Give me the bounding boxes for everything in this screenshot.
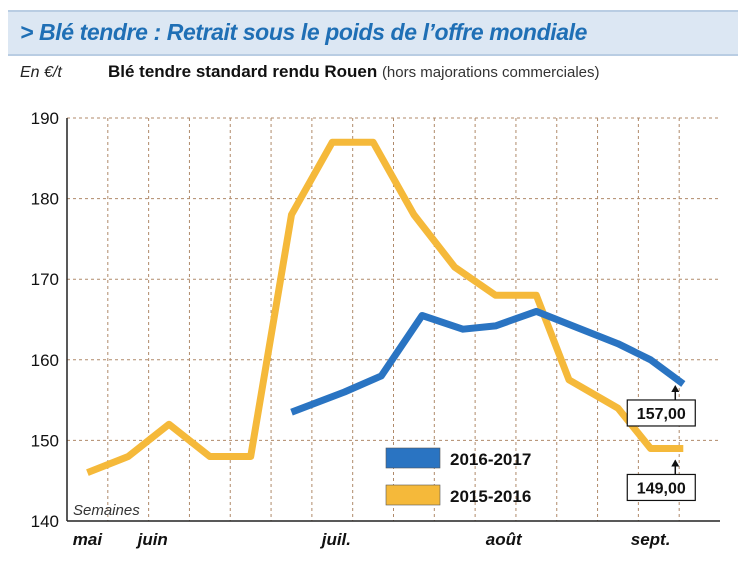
chart-subtitle: Blé tendre standard rendu Rouen (hors ma… — [108, 62, 600, 82]
y-tick-label: 140 — [31, 512, 59, 531]
callout-value: 157,00 — [637, 406, 686, 423]
x-month-label: mai — [73, 530, 104, 549]
y-tick-label: 150 — [31, 431, 59, 450]
series-line — [86, 138, 684, 476]
x-month-label: sept. — [631, 530, 671, 549]
callout-box — [626, 473, 696, 502]
y-tick-label: 190 — [31, 109, 59, 128]
legend-swatch — [385, 484, 441, 506]
y-tick-label: 160 — [31, 351, 59, 370]
legend: 2016-2017 2015-2016 — [385, 447, 531, 506]
y-tick-label: 180 — [31, 190, 59, 209]
x-axis-label: Semaines — [73, 502, 140, 519]
title-bar: > Blé tendre : Retrait sous le poids de … — [8, 10, 738, 56]
end-value-callout: 149,00 — [626, 459, 696, 502]
chart-title: > Blé tendre : Retrait sous le poids de … — [20, 19, 587, 45]
callout-box — [626, 399, 696, 427]
legend-label: 2016-2017 — [450, 450, 531, 469]
x-month-label: août — [486, 530, 523, 549]
subtitle-note: (hors majorations commerciales) — [381, 64, 600, 81]
x-month-label: juin — [136, 530, 168, 549]
series-line — [290, 307, 686, 416]
legend-label: 2015-2016 — [450, 487, 531, 506]
subtitle-main: Blé tendre standard rendu Rouen — [108, 62, 378, 81]
unit-label: En €/t — [20, 64, 62, 81]
y-tick-label: 170 — [31, 270, 59, 289]
x-month-label: juil. — [320, 530, 351, 549]
callout-arrow — [671, 459, 680, 467]
legend-swatch — [385, 447, 441, 469]
end-value-callout: 157,00 — [626, 384, 696, 427]
callout-value: 149,00 — [637, 480, 686, 497]
callout-arrow — [671, 384, 680, 392]
